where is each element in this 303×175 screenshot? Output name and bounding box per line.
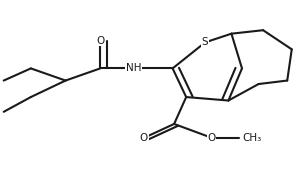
Text: S: S (202, 37, 208, 47)
Text: NH: NH (126, 63, 141, 73)
Text: O: O (140, 133, 148, 143)
Text: O: O (96, 36, 104, 46)
Text: CH₃: CH₃ (242, 133, 261, 143)
Text: O: O (208, 133, 216, 143)
